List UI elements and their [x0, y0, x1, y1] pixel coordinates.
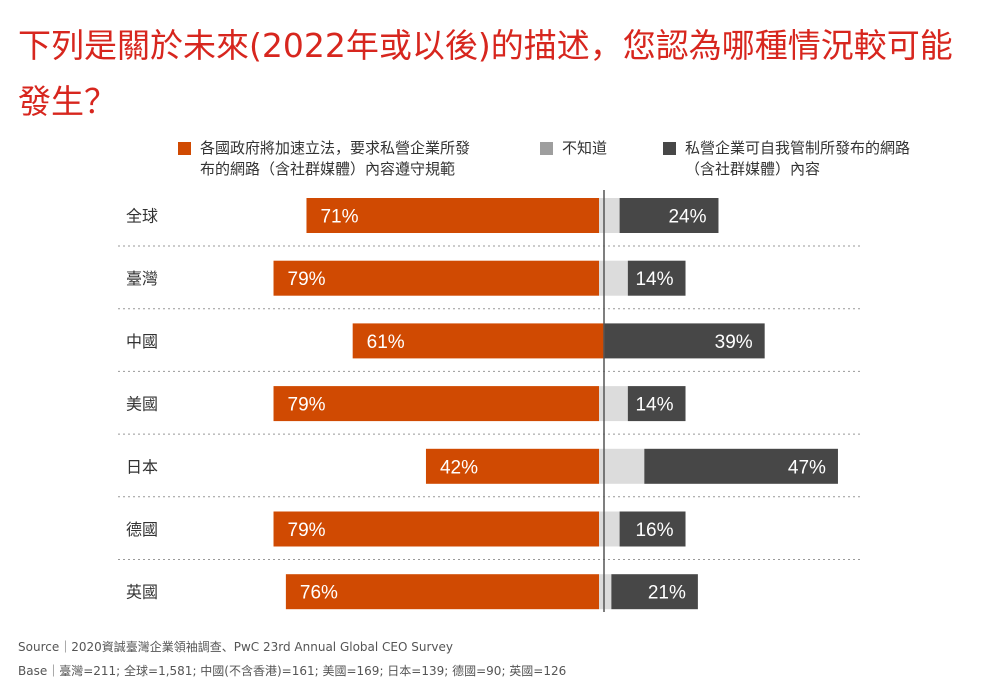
- category-label: 全球: [126, 207, 158, 226]
- legend-swatch-self-regulation: [663, 142, 676, 155]
- bar-self-regulation: [619, 198, 719, 233]
- category-label: 美國: [126, 395, 158, 414]
- bar-government: [273, 511, 599, 547]
- legend-swatch-unknown: [540, 142, 553, 155]
- legend-label-government: 各國政府將加速立法，要求私營企業所發 布的網路（含社群媒體）內容遵守規範: [200, 139, 471, 178]
- bar-unknown: [599, 574, 612, 610]
- legend-label-unknown: 不知道: [562, 139, 608, 157]
- bar-government: [425, 448, 599, 484]
- category-label: 臺灣: [126, 269, 158, 288]
- bar-unknown: [599, 448, 645, 484]
- value-label-government: 76%: [300, 583, 338, 604]
- legend-item-self-regulation: 私營企業可自我管制所發布的網路 （含社群媒體）內容: [663, 138, 963, 182]
- bar-government: [285, 574, 599, 610]
- bar-self-regulation: [604, 323, 765, 359]
- bar-self-regulation: [619, 511, 686, 547]
- value-label-government: 61%: [367, 332, 405, 353]
- bar-unknown: [599, 511, 620, 547]
- legend-item-unknown: 不知道: [540, 138, 640, 160]
- value-label-government: 79%: [288, 395, 326, 416]
- value-label-self-regulation: 47%: [788, 457, 826, 478]
- category-label: 日本: [126, 457, 158, 476]
- base-note: Base｜臺灣=211; 全球=1,581; 中國(不含香港)=161; 美國=…: [18, 664, 567, 678]
- value-label-self-regulation: 21%: [648, 583, 686, 604]
- bar-self-regulation: [611, 574, 698, 610]
- bar-government: [273, 386, 599, 422]
- bar-government: [273, 260, 599, 296]
- value-label-self-regulation: 39%: [715, 332, 753, 353]
- legend-label-self-regulation: 私營企業可自我管制所發布的網路 （含社群媒體）內容: [685, 139, 911, 178]
- value-label-self-regulation: 24%: [668, 207, 706, 228]
- value-label-self-regulation: 16%: [635, 520, 673, 541]
- source-note: Source｜2020資誠臺灣企業領袖調查、PwC 23rd Annual Gl…: [18, 640, 454, 654]
- category-label: 中國: [126, 332, 158, 351]
- value-label-government: 71%: [320, 207, 358, 228]
- category-label: 英國: [126, 583, 158, 602]
- bar-self-regulation: [627, 386, 686, 422]
- chart-title: 下列是關於未來(2022年或以後)的描述，您認為哪種情況較可能發生？: [18, 26, 953, 121]
- value-label-government: 79%: [288, 520, 326, 541]
- value-label-self-regulation: 14%: [635, 269, 673, 290]
- bar-self-regulation: [644, 448, 838, 484]
- category-label: 德國: [126, 520, 158, 539]
- value-label-government: 79%: [288, 269, 326, 290]
- legend-swatch-government: [178, 142, 191, 155]
- bar-government: [352, 323, 604, 359]
- bar-unknown: [599, 198, 620, 233]
- legend-item-government: 各國政府將加速立法，要求私營企業所發 布的網路（含社群媒體）內容遵守規範: [178, 138, 518, 182]
- value-label-self-regulation: 14%: [635, 395, 673, 416]
- bar-self-regulation: [627, 260, 686, 296]
- bar-government: [306, 198, 599, 233]
- value-label-government: 42%: [440, 457, 478, 478]
